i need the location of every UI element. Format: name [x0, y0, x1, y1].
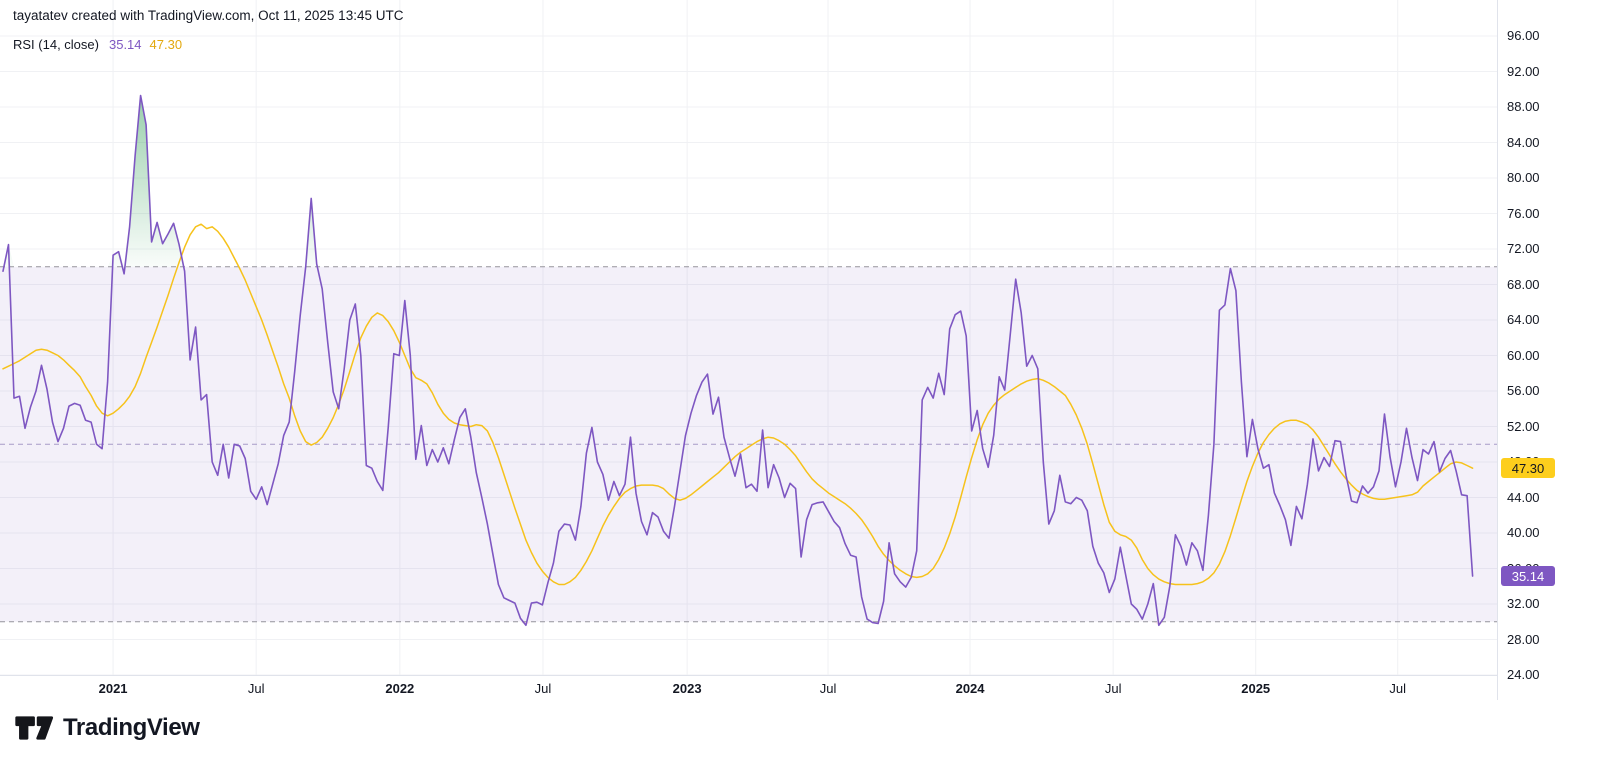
price-scale[interactable]: 96.00 92.00 88.00 84.00 80.00 76.00 72.00 68.00…	[1497, 0, 1600, 700]
price-scale-label: 52.00	[1507, 418, 1540, 434]
legend-rsi-value: 35.14	[108, 37, 142, 52]
price-scale-label: 92.00	[1507, 63, 1540, 79]
indicator-legend[interactable]: RSI (14, close) 35.14 47.30	[13, 37, 190, 52]
time-scale-year-label: 2025	[1241, 681, 1271, 696]
tradingview-logo-text: TradingView	[63, 714, 200, 741]
rsi-ma-price-badge: 47.30	[1501, 458, 1555, 479]
price-scale-label: 76.00	[1507, 205, 1540, 221]
time-scale-year-label: 2023	[672, 681, 702, 696]
price-scale-label: 64.00	[1507, 312, 1540, 327]
tradingview-logo-icon	[15, 716, 54, 740]
price-scale-label: 84.00	[1507, 134, 1540, 150]
time-scale-year-label: 2022	[385, 681, 415, 696]
overbought-fill	[3, 95, 1473, 267]
chart-attribution: tayatatev created with TradingView.com, …	[13, 8, 404, 23]
price-scale-label: 60.00	[1507, 347, 1540, 363]
time-scale-month-label: Jul	[1389, 681, 1407, 696]
time-scale[interactable]: 2021 Jul 2022 Jul 2023 Jul 2024 Jul 2025 Jul	[0, 675, 1497, 706]
chart-plot-area[interactable]: tayatatev created with TradingView.com, …	[0, 0, 1497, 675]
rsi-plot-svg[interactable]	[0, 0, 1497, 675]
legend-ma-value: 47.30	[149, 37, 183, 52]
time-scale-month-label: Jul	[819, 681, 837, 696]
price-scale-label: 56.00	[1507, 383, 1540, 398]
price-scale-label: 96.00	[1507, 28, 1540, 43]
price-scale-label: 68.00	[1507, 276, 1540, 292]
price-scale-label: 44.00	[1507, 489, 1540, 505]
time-scale-year-label: 2024	[955, 681, 985, 696]
price-scale-label: 88.00	[1507, 99, 1540, 114]
time-scale-month-label: Jul	[247, 681, 265, 696]
price-scale-label: 80.00	[1507, 170, 1540, 185]
footer-bar: TradingView	[0, 705, 1600, 778]
indicator-title: RSI (14, close)	[13, 37, 99, 52]
time-scale-month-label: Jul	[1104, 681, 1122, 696]
time-scale-month-label: Jul	[534, 681, 552, 696]
price-scale-label: 72.00	[1507, 241, 1540, 256]
price-scale-label: 28.00	[1507, 631, 1540, 647]
rsi-line	[2, 94, 1474, 627]
price-scale-label: 24.00	[1507, 667, 1540, 682]
rsi-ma-line	[2, 223, 1474, 586]
tradingview-logo[interactable]: TradingView	[13, 713, 200, 743]
time-scale-year-label: 2021	[98, 681, 128, 696]
price-scale-label: 40.00	[1507, 525, 1540, 540]
rsi-price-badge: 35.14	[1501, 566, 1555, 587]
oversold-fill	[3, 621, 1473, 626]
price-scale-label: 32.00	[1507, 596, 1540, 611]
